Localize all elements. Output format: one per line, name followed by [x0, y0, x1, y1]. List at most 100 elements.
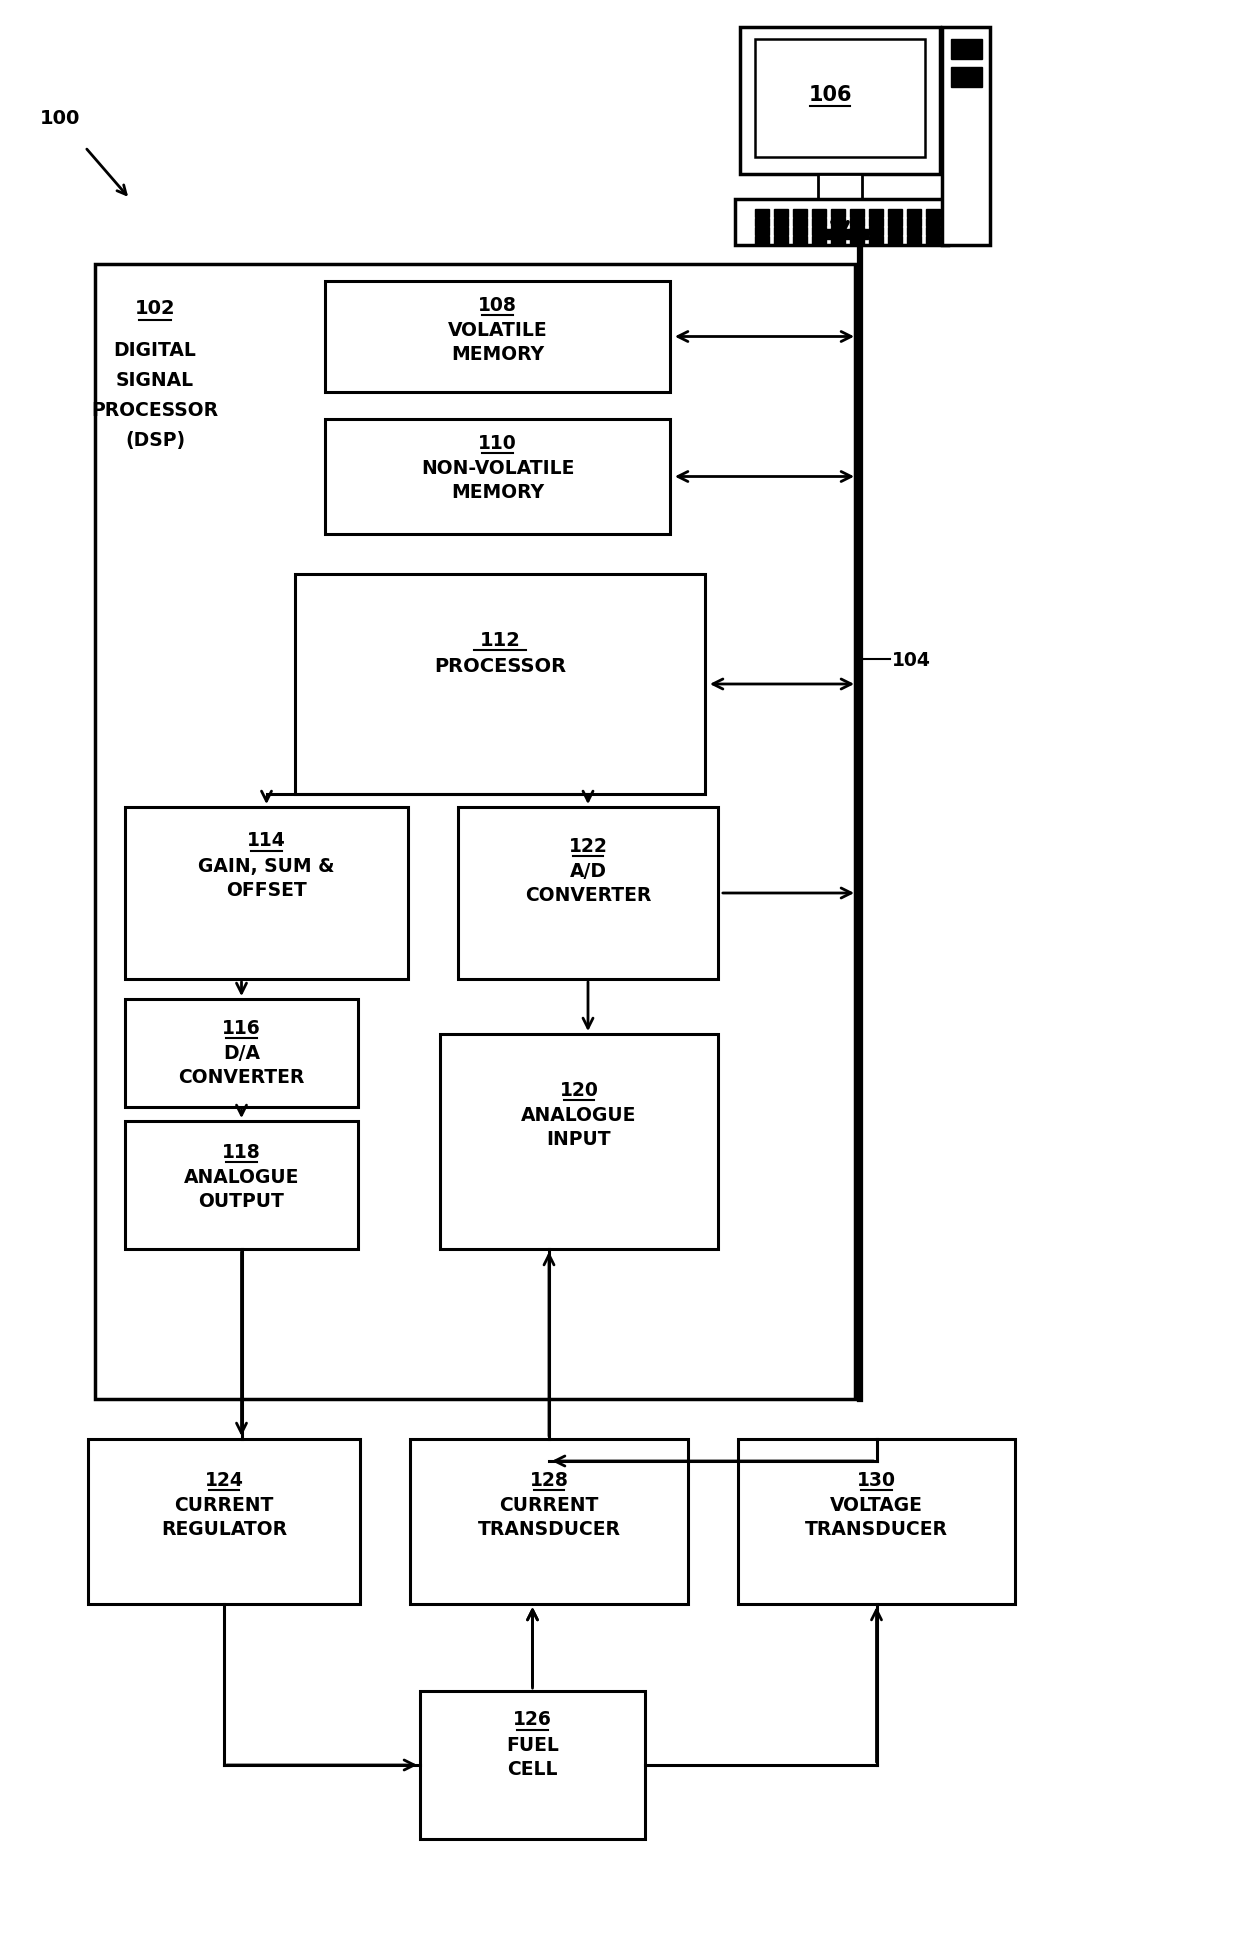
Text: 120: 120	[559, 1079, 599, 1099]
Bar	[812, 228, 826, 236]
Text: CURRENT: CURRENT	[175, 1496, 274, 1514]
Bar	[125, 808, 408, 980]
Bar	[774, 238, 787, 245]
Bar	[794, 238, 807, 245]
Text: GAIN, SUM &: GAIN, SUM &	[198, 857, 335, 877]
Bar	[888, 218, 901, 226]
Text: 102: 102	[135, 298, 175, 318]
Text: VOLATILE: VOLATILE	[448, 321, 547, 341]
Bar	[849, 238, 864, 245]
Bar	[295, 575, 706, 795]
Text: NON-VOLATILE: NON-VOLATILE	[420, 460, 574, 477]
Bar	[755, 238, 769, 245]
Text: INPUT: INPUT	[547, 1130, 611, 1147]
Bar	[888, 228, 901, 236]
Bar	[812, 238, 826, 245]
Text: 114: 114	[247, 832, 286, 849]
Bar	[755, 228, 769, 236]
Bar	[869, 218, 883, 226]
Text: OUTPUT: OUTPUT	[198, 1190, 284, 1210]
Bar	[926, 238, 940, 245]
Bar	[420, 1691, 645, 1839]
Bar	[735, 201, 949, 245]
Text: VOLTAGE: VOLTAGE	[830, 1496, 923, 1514]
Bar	[755, 218, 769, 226]
Bar	[906, 210, 921, 218]
Bar	[458, 808, 718, 980]
Text: 112: 112	[480, 629, 521, 649]
Bar	[831, 210, 844, 218]
Bar	[849, 218, 864, 226]
Bar	[440, 1034, 718, 1249]
Text: 126: 126	[513, 1710, 552, 1728]
Bar	[794, 218, 807, 226]
Bar	[818, 175, 862, 201]
Text: 130: 130	[857, 1469, 897, 1488]
Bar	[926, 210, 940, 218]
Bar	[951, 41, 982, 60]
Bar	[849, 210, 864, 218]
Text: ANALOGUE: ANALOGUE	[184, 1167, 299, 1186]
Bar	[774, 228, 787, 236]
Text: 124: 124	[205, 1469, 243, 1488]
Bar	[906, 228, 921, 236]
Text: 128: 128	[529, 1469, 568, 1488]
Bar	[906, 238, 921, 245]
Bar	[774, 218, 787, 226]
Text: A/D: A/D	[569, 861, 606, 880]
Text: 104: 104	[892, 651, 931, 670]
Bar	[410, 1440, 688, 1603]
Text: 122: 122	[569, 836, 608, 855]
Bar	[951, 68, 982, 88]
Text: DIGITAL: DIGITAL	[114, 341, 196, 358]
Text: REGULATOR: REGULATOR	[161, 1519, 288, 1539]
Text: FUEL: FUEL	[506, 1736, 559, 1755]
Text: CONVERTER: CONVERTER	[525, 884, 651, 904]
Text: CONVERTER: CONVERTER	[179, 1068, 305, 1087]
Text: D/A: D/A	[223, 1044, 260, 1062]
Text: 106: 106	[808, 86, 852, 105]
Bar	[906, 218, 921, 226]
Bar	[812, 210, 826, 218]
Text: 108: 108	[479, 296, 517, 314]
Bar	[325, 419, 670, 534]
Text: OFFSET: OFFSET	[226, 880, 306, 900]
Text: (DSP): (DSP)	[125, 431, 185, 450]
Text: 118: 118	[222, 1142, 260, 1161]
Text: MEMORY: MEMORY	[451, 483, 544, 501]
Bar	[869, 238, 883, 245]
Bar	[831, 228, 844, 236]
Text: TRANSDUCER: TRANSDUCER	[477, 1519, 620, 1539]
Bar	[812, 218, 826, 226]
Bar	[755, 210, 769, 218]
Bar	[869, 228, 883, 236]
Bar	[794, 210, 807, 218]
Bar	[738, 1440, 1016, 1603]
Bar	[888, 238, 901, 245]
Text: SIGNAL: SIGNAL	[115, 370, 195, 390]
Bar	[325, 282, 670, 393]
Text: PROCESSOR: PROCESSOR	[434, 656, 567, 676]
Text: TRANSDUCER: TRANSDUCER	[805, 1519, 949, 1539]
Bar	[794, 228, 807, 236]
Text: CELL: CELL	[507, 1759, 558, 1779]
Text: PROCESSOR: PROCESSOR	[92, 399, 218, 419]
Bar	[831, 218, 844, 226]
Text: ANALOGUE: ANALOGUE	[521, 1106, 636, 1124]
Bar	[926, 218, 940, 226]
Bar	[755, 41, 925, 158]
Bar	[88, 1440, 360, 1603]
Text: 110: 110	[479, 432, 517, 452]
Text: CURRENT: CURRENT	[500, 1496, 599, 1514]
Text: MEMORY: MEMORY	[451, 345, 544, 364]
Bar	[869, 210, 883, 218]
Bar	[831, 238, 844, 245]
Bar	[774, 210, 787, 218]
Bar	[815, 230, 868, 240]
Bar	[125, 999, 358, 1106]
Text: 116: 116	[222, 1019, 260, 1036]
Bar	[95, 265, 856, 1399]
Bar	[849, 228, 864, 236]
Text: 100: 100	[40, 109, 81, 127]
Bar	[926, 228, 940, 236]
